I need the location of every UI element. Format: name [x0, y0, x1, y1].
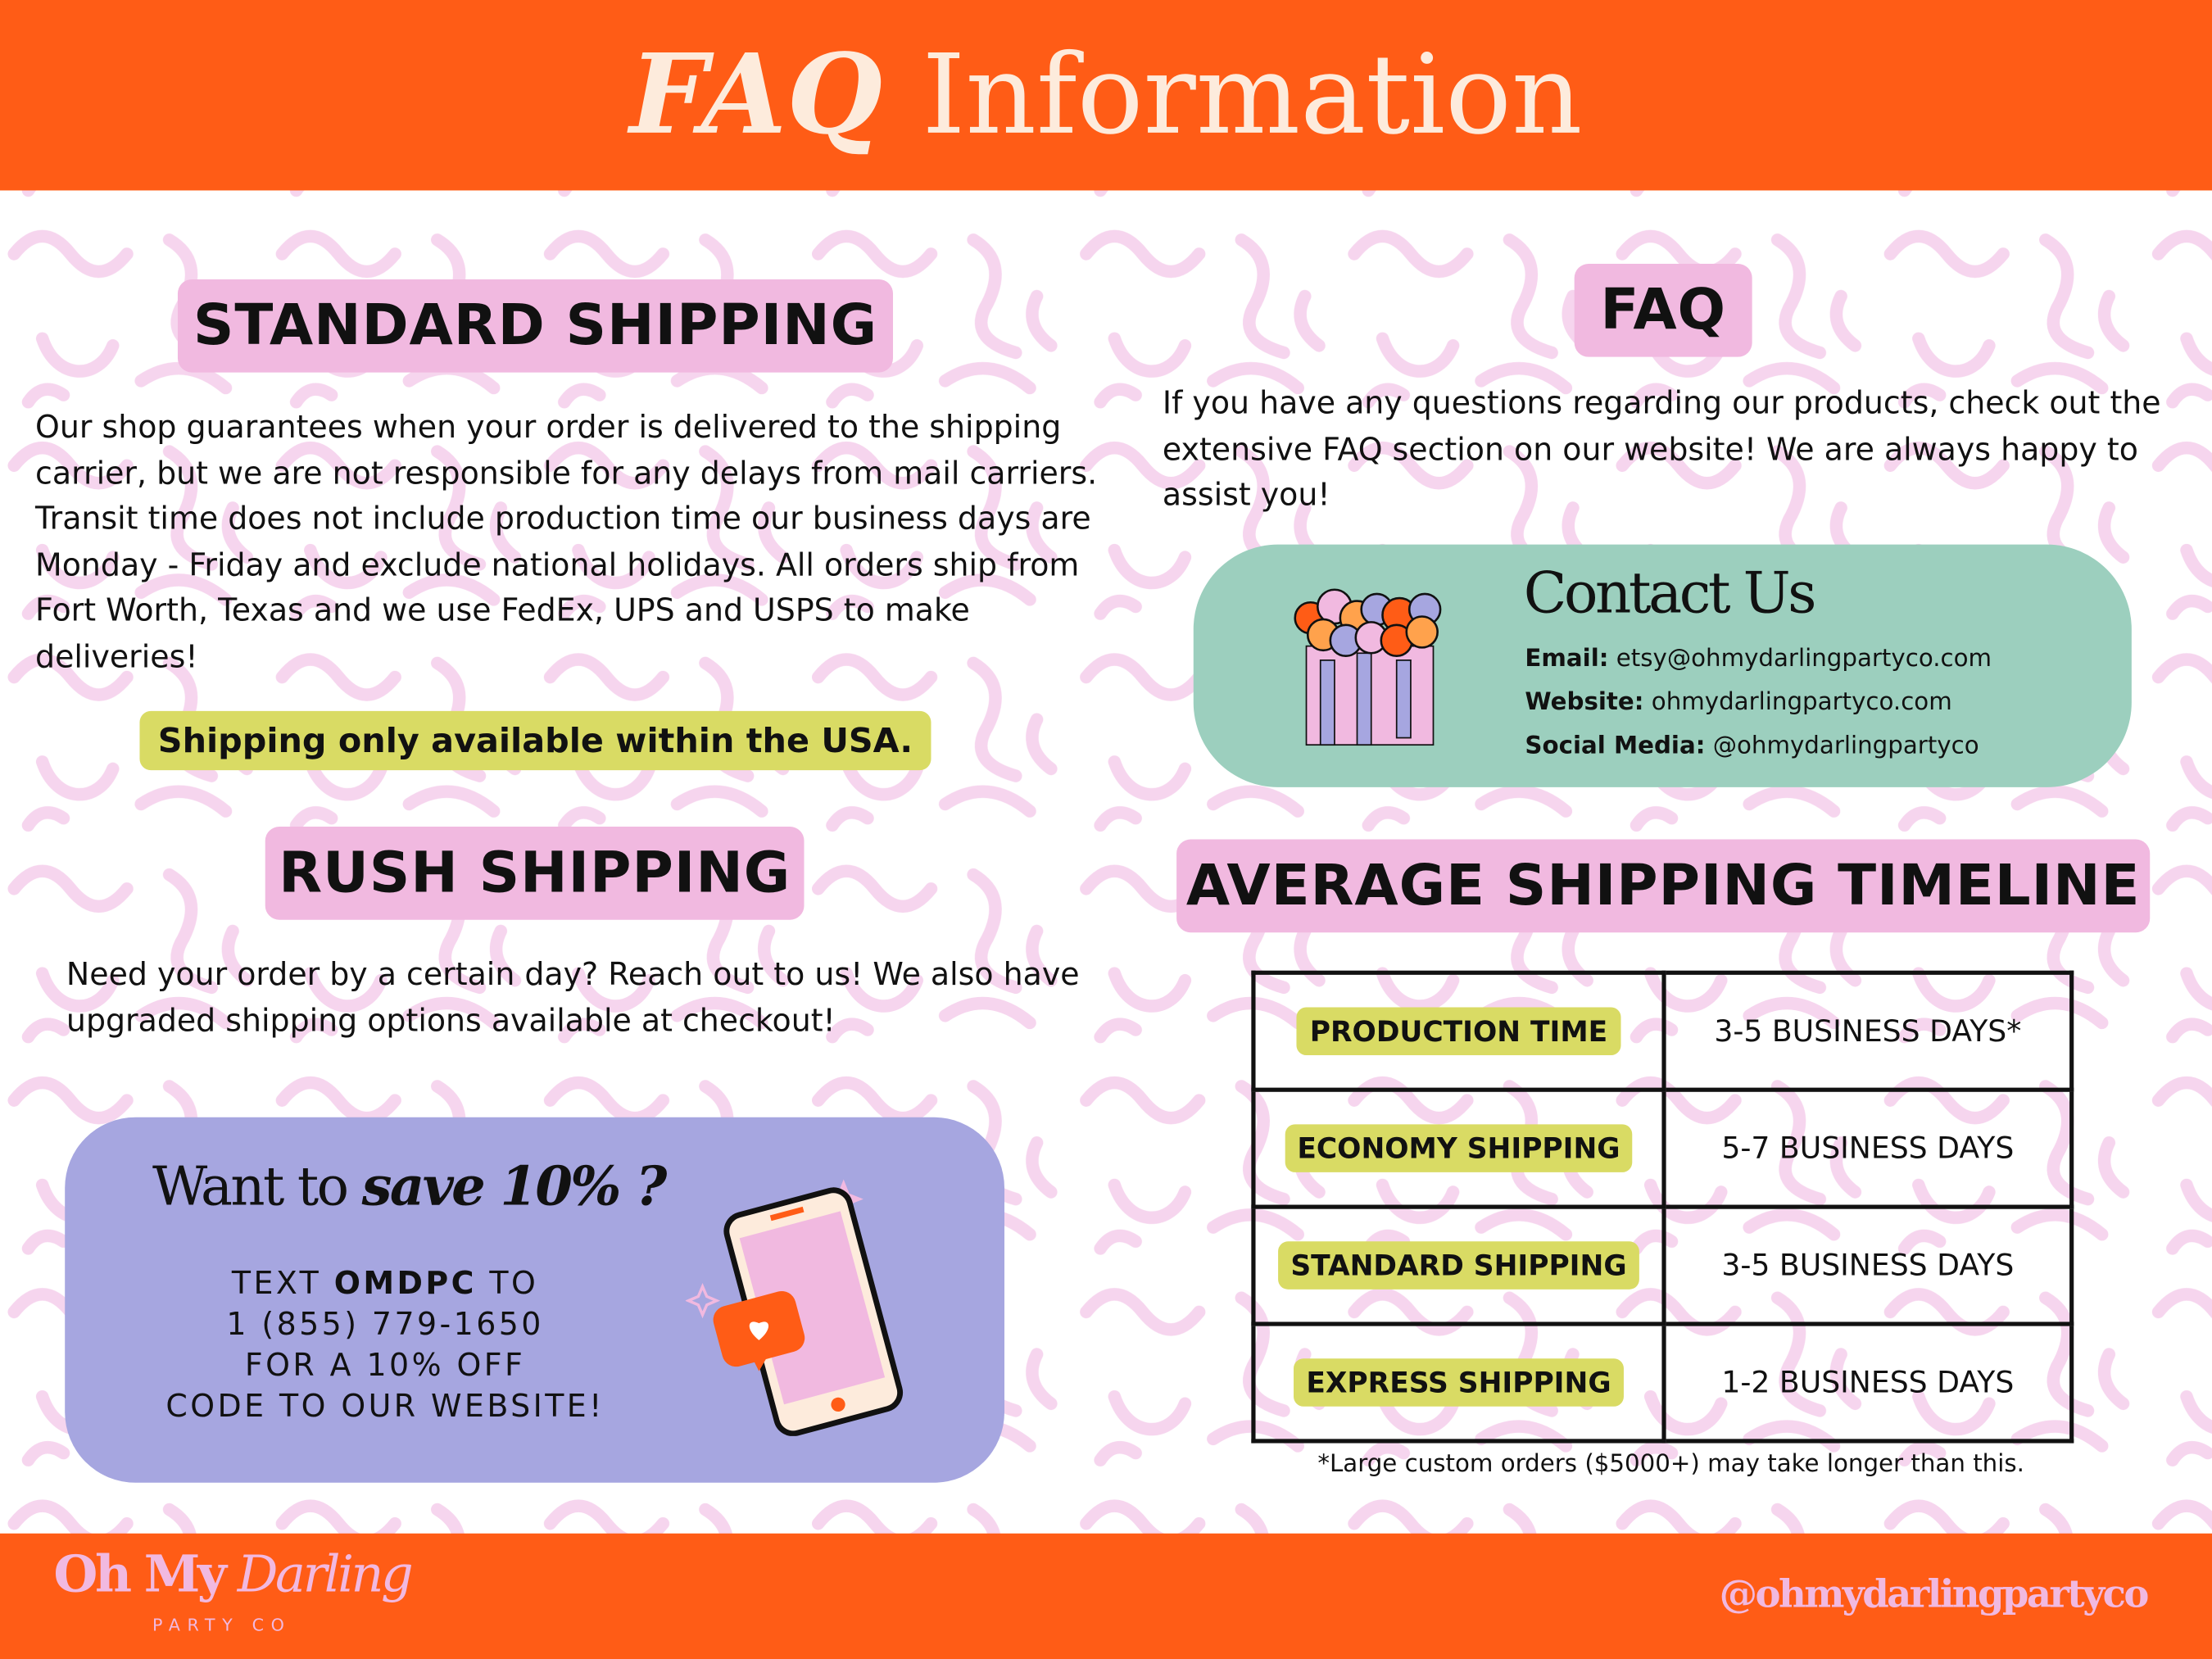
usa-only-notice: Shipping only available within the USA.: [139, 710, 931, 771]
row-label: STANDARD SHIPPING: [1277, 1241, 1640, 1290]
logo-script: Darling: [237, 1546, 414, 1604]
table-row: PRODUCTION TIME 3-5 BUSINESS DAYS*: [1251, 970, 2074, 1092]
promo-title-bold: save 10% ?: [361, 1154, 668, 1218]
header-title-emphasis: FAQ: [629, 30, 883, 160]
table-row: ECONOMY SHIPPING 5-7 BUSINESS DAYS: [1251, 1087, 2074, 1209]
faq-heading: FAQ: [1574, 264, 1752, 357]
timeline-heading: AVERAGE SHIPPING TIMELINE: [1176, 839, 2151, 933]
contact-details: Email: etsy@ohmydarlingpartyco.com Websi…: [1525, 637, 1992, 768]
website-link[interactable]: ohmydarlingpartyco.com: [1651, 688, 1952, 717]
email-link[interactable]: etsy@ohmydarlingpartyco.com: [1616, 644, 1992, 673]
contact-heading: Contact Us: [1523, 561, 1817, 627]
promo-card: Want to save 10% ? TEXT OMDPC TO 1 (855)…: [65, 1117, 1005, 1483]
promo-phone-number: 1 (855) 779-1650: [226, 1308, 544, 1344]
promo-line4: CODE TO OUR WEBSITE!: [165, 1389, 605, 1426]
contact-card: Contact Us Email: etsy@ohmydarlingpartyc…: [1193, 544, 2132, 787]
promo-line3: FOR A 10% OFF: [244, 1349, 526, 1385]
social-handle[interactable]: @ohmydarlingpartyco: [1712, 732, 1979, 761]
promo-code: OMDPC: [333, 1267, 477, 1303]
page-header: FAQ Information: [0, 0, 2212, 191]
promo-title: Want to save 10% ?: [152, 1154, 668, 1218]
promo-instructions: TEXT OMDPC TO 1 (855) 779-1650 FOR A 10%…: [152, 1264, 618, 1428]
logo-main: Oh My: [53, 1544, 227, 1604]
promo-line1-post: TO: [476, 1267, 539, 1303]
rush-shipping-text: Need your order by a certain day? Reach …: [66, 958, 1080, 1040]
row-label: ECONOMY SHIPPING: [1284, 1124, 1634, 1172]
timeline-footnote: *Large custom orders ($5000+) may take l…: [1317, 1450, 2024, 1479]
footer-social-handle[interactable]: @ohmydarlingpartyco: [1719, 1572, 2150, 1617]
standard-shipping-heading: STANDARD SHIPPING: [177, 279, 893, 373]
faq-text: If you have any questions regarding our …: [1162, 386, 2161, 514]
promo-title-plain: Want to: [152, 1155, 362, 1218]
phone-heart-message-icon: [685, 1179, 904, 1436]
row-value: 3-5 BUSINESS DAYS: [1661, 1204, 2074, 1326]
promo-line1-pre: TEXT: [231, 1267, 334, 1303]
logo-subtitle: PARTY CO: [152, 1615, 292, 1635]
row-value: 3-5 BUSINESS DAYS*: [1661, 970, 2074, 1092]
table-row: STANDARD SHIPPING 3-5 BUSINESS DAYS: [1251, 1204, 2074, 1326]
page-footer: Oh My Darling PARTY CO @ohmydarlingparty…: [0, 1533, 2212, 1659]
balloon-garland-icon: [1294, 588, 1442, 746]
brand-logo: Oh My Darling: [53, 1544, 414, 1604]
row-value: 1-2 BUSINESS DAYS: [1661, 1321, 2074, 1444]
email-label: Email:: [1525, 644, 1609, 673]
row-value: 5-7 BUSINESS DAYS: [1661, 1087, 2074, 1209]
standard-shipping-text: Our shop guarantees when your order is d…: [35, 410, 1098, 675]
social-label: Social Media:: [1525, 732, 1706, 761]
rush-shipping-heading: RUSH SHIPPING: [265, 827, 805, 920]
row-label: PRODUCTION TIME: [1297, 1007, 1620, 1056]
shipping-timeline-table: PRODUCTION TIME 3-5 BUSINESS DAYS* ECONOM…: [1251, 970, 2074, 1444]
website-label: Website:: [1525, 688, 1644, 717]
header-title: Information: [922, 31, 1583, 159]
row-label: EXPRESS SHIPPING: [1293, 1358, 1625, 1407]
table-row: EXPRESS SHIPPING 1-2 BUSINESS DAYS: [1251, 1321, 2074, 1444]
